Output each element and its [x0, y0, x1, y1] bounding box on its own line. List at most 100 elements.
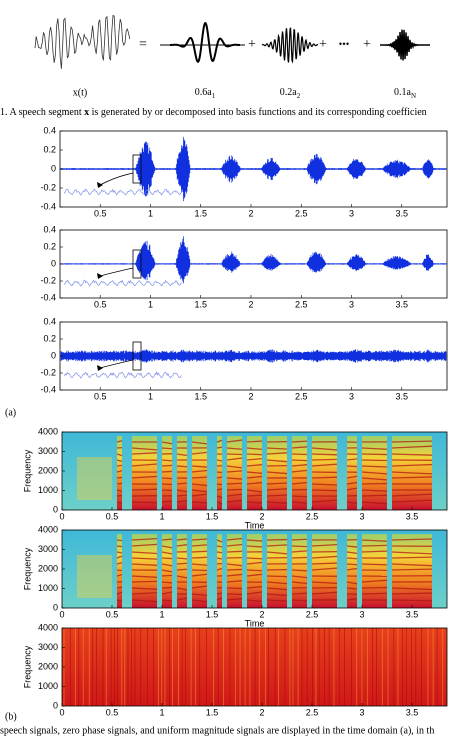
- equals: =: [139, 37, 147, 52]
- harmonic: [361, 459, 388, 462]
- y-tick-label: 3000: [38, 642, 58, 652]
- term-sub: 1: [212, 92, 216, 100]
- harmonic: [391, 599, 433, 602]
- harmonic: [116, 489, 123, 492]
- harmonic: [291, 599, 308, 602]
- harmonic: [266, 544, 288, 547]
- harmonic: [116, 482, 123, 485]
- harmonic: [246, 591, 263, 595]
- spectrogram-region: [132, 436, 157, 510]
- caption-top: 1. A speech segment x is generated by or…: [0, 107, 427, 118]
- harmonic: [311, 555, 338, 559]
- harmonic: [246, 545, 263, 548]
- harmonic: [161, 563, 173, 567]
- ellipsis: •••: [339, 39, 350, 50]
- term-label: 0.2a2: [280, 87, 301, 99]
- x-tick-label: 3: [359, 609, 364, 619]
- harmonic: [246, 458, 263, 461]
- spectrogram-region: [227, 436, 242, 510]
- harmonic: [116, 470, 123, 473]
- x-tick-label: 1.5: [206, 511, 219, 521]
- harmonic: [176, 597, 188, 601]
- harmonic: [226, 477, 243, 480]
- harmonic: [226, 493, 243, 497]
- inset-waveform: [63, 188, 182, 196]
- harmonic: [361, 501, 388, 505]
- x-tick-label: 2: [259, 511, 264, 521]
- harmonic: [216, 539, 223, 543]
- harmonic: [246, 561, 263, 565]
- harmonic: [311, 543, 338, 547]
- harmonic: [116, 599, 123, 602]
- x-tick-label: 3: [349, 299, 354, 309]
- harmonic: [291, 575, 308, 579]
- arrow: [99, 359, 134, 369]
- caption-bottom: speech signals, zero phase signals, and …: [0, 725, 434, 736]
- harmonic: [291, 440, 308, 443]
- term-sub: 2: [297, 92, 301, 100]
- harmonic: [161, 477, 173, 480]
- harmonic: [226, 465, 243, 469]
- harmonic: [131, 580, 158, 583]
- spectrogram-region: [192, 534, 207, 608]
- harmonic: [216, 495, 223, 499]
- harmonic: [116, 561, 123, 565]
- harmonic: [391, 556, 433, 559]
- y-tick-label: 1000: [38, 583, 58, 593]
- harmonic: [391, 445, 433, 449]
- harmonic: [131, 557, 158, 560]
- y-tick-label: 3000: [38, 544, 58, 554]
- harmonic: [216, 592, 223, 595]
- harmonic: [311, 458, 338, 461]
- x-tick-label: 2.5: [306, 511, 319, 521]
- x-tick-label: 2: [259, 609, 264, 619]
- harmonic: [191, 599, 208, 603]
- y-tick-label: 0.2: [43, 144, 56, 154]
- x-tick-label: 0.5: [106, 609, 119, 619]
- harmonic: [216, 586, 223, 589]
- harmonic: [391, 499, 433, 503]
- y-tick-label: 0: [53, 504, 58, 514]
- harmonic: [131, 599, 158, 603]
- harmonic: [131, 475, 158, 479]
- harmonic: [391, 471, 433, 475]
- x-tick-label: 1.5: [194, 391, 207, 401]
- harmonic: [391, 493, 433, 497]
- caption-part: 1. A speech segment: [0, 107, 84, 118]
- harmonic: [311, 463, 338, 467]
- harmonic: [131, 543, 158, 547]
- harmonic: [311, 567, 338, 571]
- y-tick-label: 0: [53, 602, 58, 612]
- harmonic: [116, 574, 123, 577]
- harmonic: [176, 538, 188, 541]
- harmonic: [176, 568, 188, 571]
- harmonic: [116, 586, 123, 589]
- harmonic: [246, 539, 263, 542]
- harmonic: [191, 493, 208, 497]
- harmonic: [176, 544, 188, 547]
- harmonic: [191, 550, 208, 553]
- harmonic: [266, 471, 288, 475]
- spectrogram-region: [217, 534, 222, 608]
- harmonic: [361, 539, 388, 542]
- x-tick-label: 0.5: [94, 208, 107, 218]
- speech-segment: [34, 14, 131, 69]
- harmonic: [266, 488, 288, 491]
- harmonic: [191, 451, 208, 455]
- harmonic: [311, 476, 338, 479]
- harmonic: [246, 501, 263, 504]
- harmonic: [266, 501, 288, 504]
- harmonic: [176, 494, 188, 497]
- x-tick-label: 2: [248, 208, 253, 218]
- harmonic: [246, 569, 263, 572]
- x-axis-label: Time: [245, 520, 265, 530]
- harmonic: [216, 551, 223, 554]
- harmonic: [161, 557, 173, 560]
- y-tick-label: 1000: [38, 681, 58, 691]
- harmonic: [346, 458, 358, 461]
- x-tick-label: 2.5: [306, 609, 319, 619]
- x-tick-label: 1.5: [194, 208, 207, 218]
- x-tick-label: 0: [59, 707, 64, 717]
- harmonic: [266, 575, 288, 578]
